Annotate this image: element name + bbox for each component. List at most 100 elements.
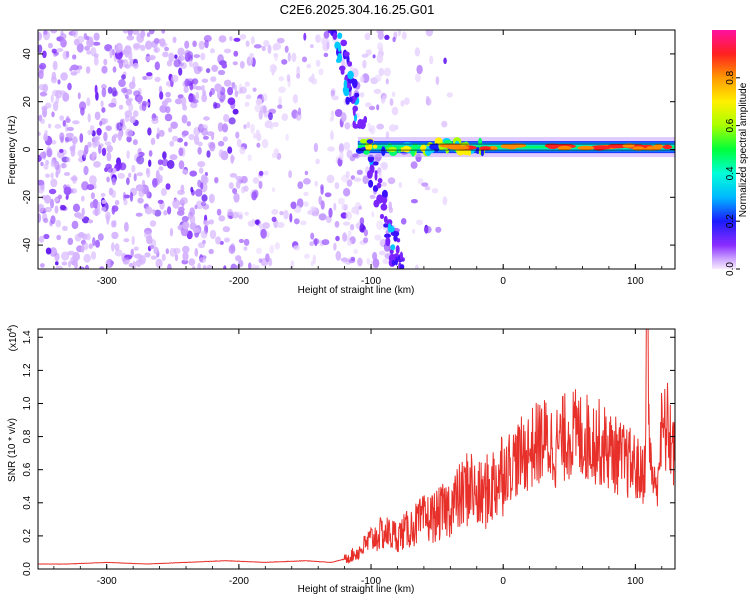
spectrogram-noise-blob xyxy=(50,215,56,225)
snr-multiplier-label: (x10 xyxy=(8,331,19,351)
spectrogram-noise-blob xyxy=(88,219,94,224)
spectrogram-noise-blob xyxy=(167,263,172,269)
spectrogram-noise-blob xyxy=(133,246,139,251)
x-tick-label: 0 xyxy=(500,276,506,287)
spectrogram-noise-blob xyxy=(126,150,130,160)
spectrogram-noise-blob xyxy=(269,244,275,254)
snr-multiplier: (x104) xyxy=(7,325,19,352)
spectrogram-noise-blob xyxy=(442,196,448,206)
spectrogram-noise-blob xyxy=(221,63,228,69)
spectrogram-noise-blob xyxy=(157,159,163,166)
spectrogram-noise-blob xyxy=(186,121,191,127)
spectrogram-noise-blob xyxy=(303,178,311,185)
spectrogram-noise-blob xyxy=(182,104,188,111)
spectrogram-noise-blob xyxy=(202,265,207,269)
spectrogram-noise-blob xyxy=(304,170,309,176)
spectrogram-noise-blob xyxy=(235,176,243,181)
spectrogram-noise-blob xyxy=(154,61,160,71)
spectrogram-noise-blob xyxy=(41,105,48,112)
spectrogram-noise-blob xyxy=(337,197,345,205)
spectrogram-noise-blob xyxy=(84,264,90,269)
colorbar-ticks: 0.0 0.2 0.4 0.6 0.8 xyxy=(725,70,740,276)
spectrogram-noise-blob xyxy=(136,172,144,177)
spectrogram-noise-blob xyxy=(169,140,175,147)
x-tick-label: -200 xyxy=(229,576,249,587)
spectrogram-noise-blob xyxy=(101,65,108,74)
spectrogram-noise-blob xyxy=(385,78,389,85)
spectrogram-noise-blob xyxy=(164,46,170,52)
ridge-peak xyxy=(547,144,559,149)
spectrogram-noise-blob xyxy=(90,125,95,131)
spectrogram-noise-blob xyxy=(85,233,91,241)
colorbar-tick-label: 0.6 xyxy=(725,118,736,132)
spectrogram-noise-blob xyxy=(71,220,79,230)
spectrogram-noise-blob xyxy=(232,188,238,194)
spectrogram-ridge xyxy=(355,137,675,158)
spectrogram-noise-blob xyxy=(181,114,188,124)
spectrogram-noise-blob xyxy=(330,89,335,98)
spectrogram-noise-blob xyxy=(389,124,397,132)
spectrogram-noise-blob xyxy=(227,86,234,96)
spectrogram-noise-blob xyxy=(189,207,195,217)
spectrogram-noise-blob xyxy=(123,238,130,243)
spectrogram-noise-blob xyxy=(201,93,208,103)
ridge-peak xyxy=(623,143,635,148)
spectrogram-noise-blob xyxy=(60,38,67,48)
spectrogram-noise-blob xyxy=(50,198,54,209)
spectrogram-noise-blob xyxy=(258,223,263,229)
spectrogram-noise-blob xyxy=(117,161,123,170)
spectrogram-noise-blob xyxy=(43,217,49,224)
spectrogram-noise-blob xyxy=(330,110,335,116)
spectrogram-noise-blob xyxy=(198,40,205,50)
spectrogram-noise-blob xyxy=(122,30,129,34)
spectrogram-noise-blob xyxy=(197,141,203,147)
spectrogram-noise-blob xyxy=(83,165,89,176)
spectrogram-noise-blob xyxy=(425,30,434,37)
spectrogram-noise-blob xyxy=(72,203,81,212)
spectrogram-noise-blob xyxy=(286,74,291,82)
y-tick-label: 1.0 xyxy=(22,396,33,410)
spectrogram-noise-blob xyxy=(71,136,78,145)
spectrogram-noise-blob xyxy=(63,172,71,176)
spectrogram-noise-blob xyxy=(169,227,174,237)
ridge-peak xyxy=(488,146,498,151)
spectrogram-noise-blob xyxy=(214,83,222,92)
spectrogram-noise-blob xyxy=(57,79,61,85)
spectrogram-noise-blob xyxy=(239,34,247,40)
spectrogram-noise-blob xyxy=(414,73,421,83)
spectrogram-noise-blob xyxy=(385,131,390,139)
spectrogram-noise-blob xyxy=(92,237,96,247)
spectrogram-noise-blob xyxy=(133,173,137,182)
spectrogram-noise-blob xyxy=(233,37,241,42)
ridge-blob xyxy=(480,148,484,157)
spectrogram-noise-blob xyxy=(223,79,232,87)
spectrogram-noise-blob xyxy=(278,96,283,106)
spectrogram-noise-blob xyxy=(189,214,196,225)
spectrogram-streak-blob xyxy=(379,214,385,219)
spectrogram-noise-blob xyxy=(96,127,102,136)
spectrogram-noise-blob xyxy=(69,67,73,72)
spectrogram-noise-blob xyxy=(303,191,309,197)
spectrogram-noise-blob xyxy=(162,151,167,160)
spectrogram-noise-blob xyxy=(158,166,164,171)
spectrogram-noise-blob xyxy=(353,177,362,182)
spectrogram-noise-blob xyxy=(197,66,203,72)
ridge-peak xyxy=(557,145,572,151)
spectrogram-noise-blob xyxy=(87,113,91,123)
y-tick-label: 0.0 xyxy=(22,562,33,576)
spectrogram-noise-blob xyxy=(165,106,171,114)
spectrogram-noise-blob xyxy=(223,48,232,54)
spectrogram-noise-blob xyxy=(52,60,58,71)
spectrogram-noise-blob xyxy=(279,211,284,216)
spectrogram-noise-blob xyxy=(45,173,50,178)
spectrogram-noise-blob xyxy=(424,186,431,191)
spectrogram-noise-blob xyxy=(40,263,45,268)
spectrogram-noise-blob xyxy=(372,54,376,59)
spectrogram-noise-blob xyxy=(114,199,120,206)
spectrogram-noise-blob xyxy=(338,143,344,153)
spectrogram-streak-blob xyxy=(372,161,379,166)
spectrogram-noise-blob xyxy=(140,44,146,52)
spectrogram-noise-blob xyxy=(312,254,316,265)
ridge-peak xyxy=(662,144,673,150)
spectrogram-noise-blob xyxy=(199,257,206,263)
